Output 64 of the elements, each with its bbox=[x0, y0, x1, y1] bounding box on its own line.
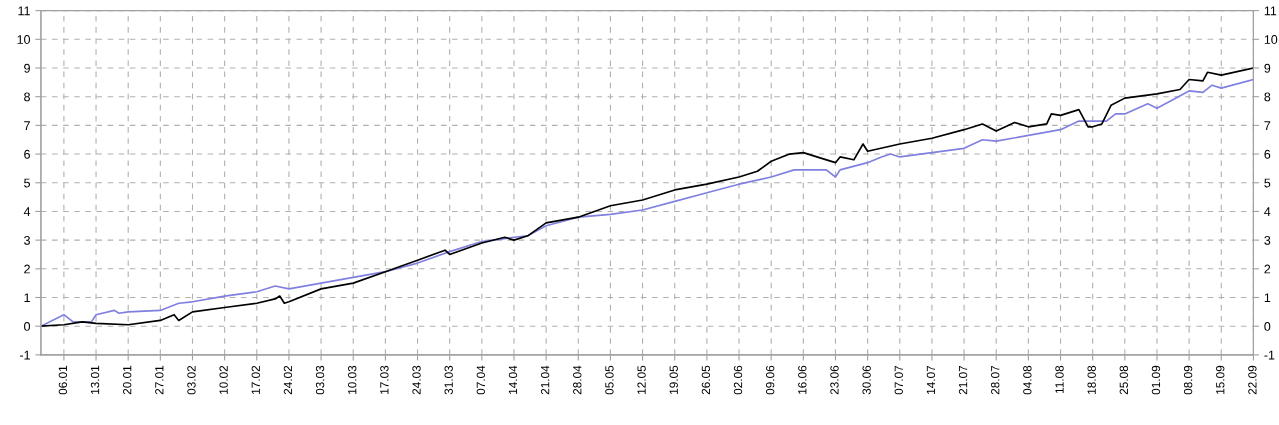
y-tick-label: -1 bbox=[19, 350, 30, 360]
x-tick-label: 03.02 bbox=[187, 365, 196, 395]
x-tick-label: 15.09 bbox=[1216, 365, 1225, 394]
x-tick-label: 07.04 bbox=[476, 365, 485, 395]
x-tick-label: 21.04 bbox=[540, 365, 550, 395]
y-tick-label: 8 bbox=[24, 92, 30, 102]
y2-tick-label: 10 bbox=[1264, 35, 1278, 44]
x-tick-label: 16.06 bbox=[798, 365, 807, 394]
x-tick-label: 10.02 bbox=[219, 365, 228, 394]
x-tick-label: 27.01 bbox=[155, 365, 164, 395]
x-tick-label: 18.08 bbox=[1087, 365, 1096, 394]
y2-tick-label: -1 bbox=[1264, 350, 1275, 360]
y-tick-label: 4 bbox=[23, 207, 31, 216]
x-tick-label: 06.01 bbox=[58, 365, 68, 395]
x-tick-label: 23.06 bbox=[830, 365, 839, 395]
x-tick-label: 19.05 bbox=[669, 365, 678, 394]
x-tick-label: 25.08 bbox=[1119, 365, 1128, 395]
y-tick-label: 7 bbox=[24, 121, 30, 130]
x-tick-label: 11.08 bbox=[1055, 365, 1064, 394]
y2-tick-label: 3 bbox=[1264, 235, 1271, 245]
y2-tick-label: 2 bbox=[1264, 264, 1271, 274]
x-tick-label: 04.08 bbox=[1023, 365, 1032, 395]
x-tick-label: 13.01 bbox=[90, 365, 100, 394]
y-tick-label: 6 bbox=[24, 149, 30, 159]
x-tick-label: 24.03 bbox=[412, 365, 421, 395]
y2-tick-label: 9 bbox=[1264, 63, 1271, 73]
y-tick-label: 1 bbox=[24, 293, 30, 303]
x-tick-label: 24.02 bbox=[283, 365, 293, 395]
x-tick-label: 05.05 bbox=[605, 365, 614, 395]
x-tick-label: 21.07 bbox=[958, 365, 968, 395]
y-tick-label: 11 bbox=[18, 6, 30, 16]
x-tick-label: 08.09 bbox=[1183, 365, 1193, 395]
x-tick-label: 17.03 bbox=[380, 365, 389, 394]
x-tick-label: 26.05 bbox=[701, 365, 711, 395]
x-tick-label: 31.03 bbox=[444, 365, 453, 395]
x-tick-label: 17.02 bbox=[251, 365, 260, 394]
y-tick-label: 5 bbox=[24, 178, 30, 188]
y2-tick-label: 5 bbox=[1264, 178, 1271, 188]
x-tick-label: 14.07 bbox=[926, 365, 936, 394]
y-tick-label: 2 bbox=[24, 264, 30, 274]
x-tick-label: 28.07 bbox=[991, 365, 1000, 395]
y2-tick-label: 11 bbox=[1264, 6, 1277, 16]
y-tick-label: 0 bbox=[24, 321, 31, 331]
x-tick-label: 14.04 bbox=[508, 365, 518, 394]
x-tick-label: 22.09 bbox=[1248, 365, 1257, 395]
y2-tick-label: 6 bbox=[1264, 149, 1271, 159]
x-tick-label: 30.06 bbox=[862, 365, 871, 395]
x-tick-label: 20.01 bbox=[123, 365, 132, 395]
y-tick-label: 9 bbox=[24, 63, 30, 73]
y-tick-label: 10 bbox=[17, 35, 31, 44]
x-tick-label: 02.06 bbox=[733, 365, 743, 395]
x-tick-label: 03.03 bbox=[315, 365, 325, 395]
x-tick-label: 07.07 bbox=[894, 365, 903, 395]
y2-tick-label: 4 bbox=[1264, 207, 1271, 216]
y2-tick-label: 8 bbox=[1264, 92, 1271, 102]
y2-tick-label: 7 bbox=[1264, 121, 1271, 130]
y-tick-label: 3 bbox=[24, 235, 30, 245]
x-tick-label: 28.04 bbox=[573, 365, 582, 395]
x-tick-label: 12.05 bbox=[637, 365, 646, 394]
x-tick-label: 01.09 bbox=[1151, 365, 1161, 395]
x-tick-label: 09.06 bbox=[765, 365, 775, 395]
y2-tick-label: 1 bbox=[1264, 293, 1271, 303]
x-tick-label: 10.03 bbox=[348, 365, 357, 394]
y2-tick-label: 0 bbox=[1264, 321, 1271, 331]
